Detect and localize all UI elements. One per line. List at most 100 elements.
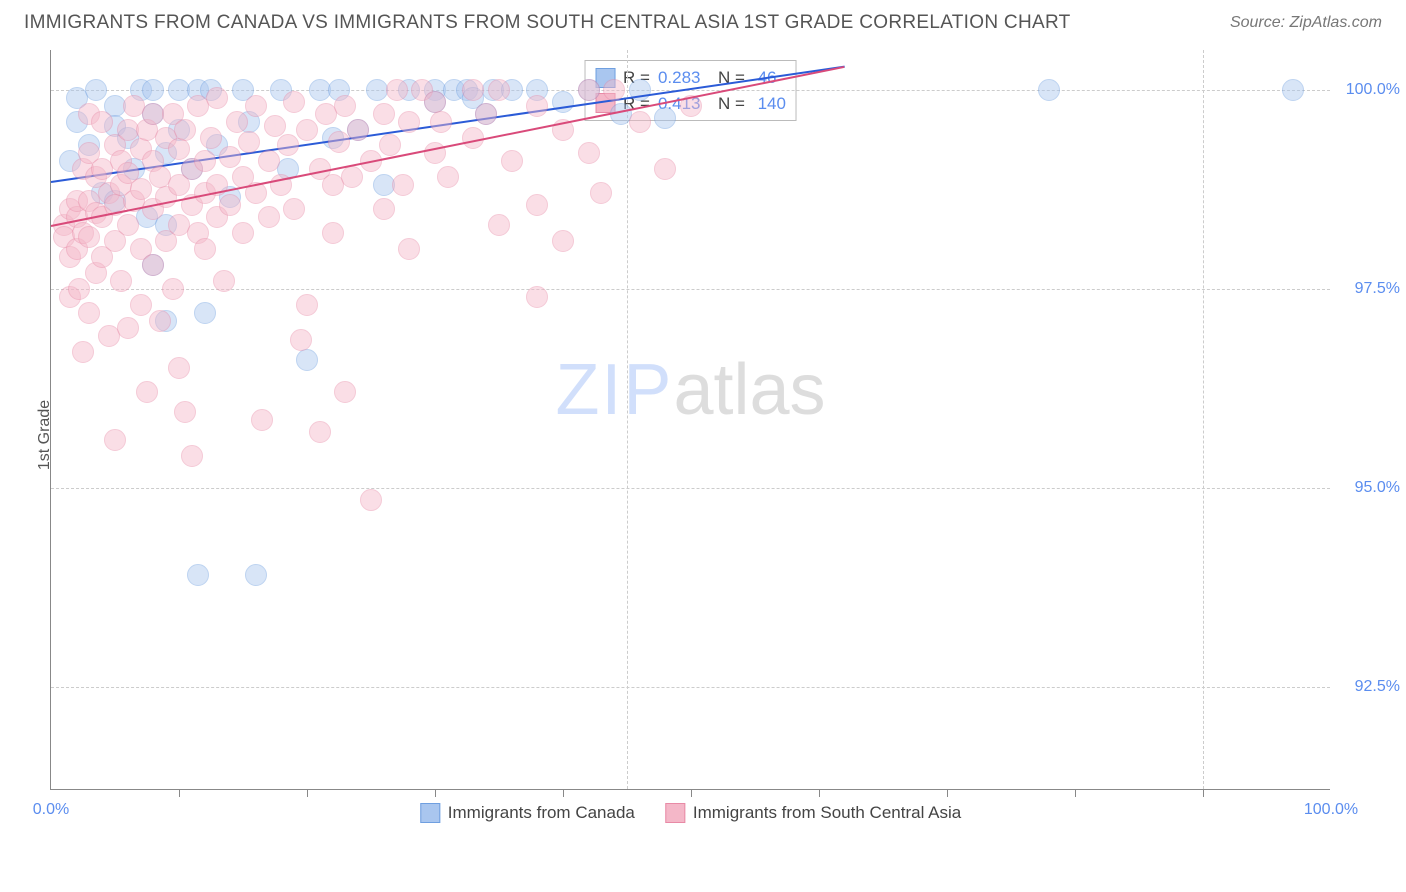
x-tick-mark — [1075, 789, 1076, 797]
scatter-point-scasia — [258, 150, 280, 172]
scatter-point-scasia — [578, 142, 600, 164]
gridline-h — [51, 488, 1330, 489]
scatter-point-scasia — [386, 79, 408, 101]
chart-header: IMMIGRANTS FROM CANADA VS IMMIGRANTS FRO… — [0, 0, 1406, 42]
scatter-point-scasia — [654, 158, 676, 180]
scatter-point-scasia — [91, 111, 113, 133]
x-tick-mark — [179, 789, 180, 797]
scatter-point-scasia — [462, 79, 484, 101]
x-tick-mark — [691, 789, 692, 797]
x-tick-mark — [819, 789, 820, 797]
scatter-point-scasia — [430, 111, 452, 133]
x-tick-label: 0.0% — [33, 801, 69, 819]
scatter-point-scasia — [149, 310, 171, 332]
watermark: ZIPatlas — [555, 349, 825, 431]
scatter-point-scasia — [283, 91, 305, 113]
scatter-point-scasia — [322, 222, 344, 244]
scatter-point-canada — [296, 349, 318, 371]
scatter-point-scasia — [437, 166, 459, 188]
scatter-point-scasia — [424, 91, 446, 113]
scatter-point-scasia — [130, 294, 152, 316]
scatter-point-scasia — [488, 214, 510, 236]
y-tick-label: 92.5% — [1340, 678, 1400, 696]
scatter-point-scasia — [78, 226, 100, 248]
x-tick-mark — [947, 789, 948, 797]
scatter-point-scasia — [373, 103, 395, 125]
scatter-point-scasia — [78, 302, 100, 324]
scatter-point-scasia — [206, 87, 228, 109]
scatter-point-scasia — [526, 95, 548, 117]
scatter-point-scasia — [213, 270, 235, 292]
scatter-point-scasia — [590, 182, 612, 204]
gridline-h — [51, 289, 1330, 290]
scatter-point-scasia — [526, 194, 548, 216]
bottom-legend: Immigrants from Canada Immigrants from So… — [420, 803, 961, 823]
scatter-point-scasia — [501, 150, 523, 172]
gridline-h — [51, 687, 1330, 688]
gridline-v — [1203, 50, 1204, 789]
legend-swatch — [665, 803, 685, 823]
scatter-point-canada — [654, 107, 676, 129]
scatter-point-scasia — [72, 341, 94, 363]
scatter-point-scasia — [258, 206, 280, 228]
scatter-point-scasia — [341, 166, 363, 188]
scatter-point-scasia — [168, 138, 190, 160]
scatter-point-scasia — [629, 111, 651, 133]
scatter-point-scasia — [219, 194, 241, 216]
legend-label: Immigrants from South Central Asia — [693, 803, 961, 823]
plot-region: ZIPatlas R = 0.283 N = 46R = 0.413 N = 1… — [50, 50, 1330, 790]
x-tick-mark — [563, 789, 564, 797]
scatter-point-scasia — [162, 278, 184, 300]
stats-n-value-scasia: 140 — [753, 91, 786, 117]
scatter-point-scasia — [68, 278, 90, 300]
scatter-point-scasia — [174, 119, 196, 141]
gridline-v — [627, 50, 628, 789]
scatter-point-canada — [1038, 79, 1060, 101]
scatter-point-scasia — [552, 230, 574, 252]
scatter-point-scasia — [296, 119, 318, 141]
scatter-point-scasia — [309, 421, 331, 443]
x-tick-label: 100.0% — [1304, 801, 1358, 819]
legend-item-0: Immigrants from Canada — [420, 803, 635, 823]
scatter-point-scasia — [398, 238, 420, 260]
scatter-point-scasia — [290, 329, 312, 351]
scatter-point-scasia — [136, 381, 158, 403]
scatter-point-scasia — [245, 95, 267, 117]
scatter-point-canada — [1282, 79, 1304, 101]
scatter-point-scasia — [379, 134, 401, 156]
scatter-point-scasia — [526, 286, 548, 308]
y-tick-label: 97.5% — [1340, 280, 1400, 298]
scatter-point-scasia — [238, 131, 260, 153]
scatter-point-scasia — [578, 79, 600, 101]
scatter-point-scasia — [328, 131, 350, 153]
scatter-point-scasia — [168, 357, 190, 379]
scatter-point-scasia — [296, 294, 318, 316]
watermark-atlas: atlas — [673, 350, 825, 430]
scatter-point-scasia — [360, 489, 382, 511]
scatter-point-scasia — [142, 254, 164, 276]
scatter-point-scasia — [264, 115, 286, 137]
x-tick-mark — [435, 789, 436, 797]
stats-n-label: N = — [709, 91, 745, 117]
scatter-point-scasia — [194, 238, 216, 260]
scatter-point-canada — [187, 564, 209, 586]
y-tick-label: 95.0% — [1340, 479, 1400, 497]
scatter-point-canada — [142, 79, 164, 101]
scatter-point-scasia — [334, 381, 356, 403]
watermark-zip: ZIP — [555, 350, 673, 430]
scatter-point-scasia — [283, 198, 305, 220]
y-tick-label: 100.0% — [1340, 81, 1400, 99]
scatter-point-canada — [194, 302, 216, 324]
scatter-point-scasia — [462, 127, 484, 149]
scatter-point-scasia — [488, 79, 510, 101]
legend-label: Immigrants from Canada — [448, 803, 635, 823]
scatter-point-scasia — [392, 174, 414, 196]
scatter-point-canada — [245, 564, 267, 586]
scatter-point-scasia — [117, 317, 139, 339]
scatter-point-scasia — [251, 409, 273, 431]
scatter-point-scasia — [398, 111, 420, 133]
chart-source: Source: ZipAtlas.com — [1230, 14, 1382, 32]
scatter-point-scasia — [603, 79, 625, 101]
x-tick-mark — [307, 789, 308, 797]
scatter-point-scasia — [194, 150, 216, 172]
